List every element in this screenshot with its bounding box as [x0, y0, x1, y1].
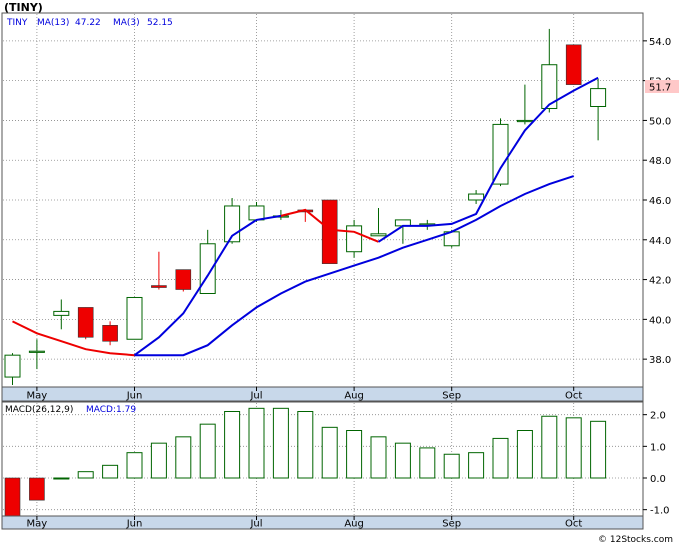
ma3-line-blue-late — [377, 76, 599, 243]
ticker-label: TINY — [6, 18, 28, 28]
macd-bar-positive — [199, 423, 216, 479]
price-x-tick-label: Jun — [126, 391, 143, 402]
ma-long-value: 47.22 — [75, 18, 101, 28]
ma13-line — [134, 175, 575, 357]
candle-body-down — [321, 199, 338, 264]
price-y-tick-label: 50.0 — [649, 116, 671, 127]
macd-x-tick-label: Aug — [344, 519, 364, 530]
ma-short-label: MA(3) — [113, 18, 140, 28]
watermark: © 12Stocks.com — [598, 535, 673, 545]
price-x-axis: May Jun Jul Aug Sep Oct — [27, 387, 582, 402]
macd-bar-positive — [394, 442, 411, 479]
candle-body-up — [468, 193, 485, 201]
macd-bar-positive — [126, 452, 143, 479]
macd-bar-positive — [590, 420, 607, 479]
price-x-tick-label: May — [27, 391, 48, 402]
ma3-line-blue — [133, 214, 282, 357]
price-y-tick-label: 54.0 — [649, 37, 671, 48]
candle-body-up — [53, 310, 70, 316]
macd-y-tick-label: 0.0 — [650, 474, 666, 485]
macd-bar-positive — [443, 453, 460, 479]
candle-body-up — [126, 296, 143, 340]
macd-bar-negative — [29, 477, 45, 501]
macd-bar-positive — [468, 452, 485, 479]
ma-short-value: 52.15 — [147, 18, 173, 28]
macd-bar-positive — [272, 407, 289, 479]
macd-bar-positive — [419, 447, 436, 479]
macd-bar-positive — [516, 430, 533, 479]
candle-body-up — [4, 354, 21, 378]
candle-body-down — [175, 269, 192, 290]
macd-bar-positive — [224, 411, 241, 479]
macd-bar-positive — [150, 442, 167, 479]
macd-bar-positive — [321, 426, 338, 479]
macd-x-axis: May Jun Jul Aug Sep Oct — [27, 516, 582, 530]
candle-body-up — [346, 225, 363, 253]
price-y-tick-label: 40.0 — [649, 315, 671, 326]
candle-body-down — [102, 325, 118, 342]
macd-bar-positive — [53, 477, 70, 480]
macd-x-tick-label: Jun — [126, 519, 143, 530]
candle-body-up — [492, 123, 509, 185]
price-y-tick-label: 48.0 — [649, 156, 671, 167]
chart-title: (TINY) — [4, 1, 43, 14]
macd-bar-negative — [4, 477, 21, 517]
macd-bar-positive — [102, 464, 119, 479]
macd-date-axis-bar — [1, 515, 644, 530]
macd-x-tick-label: Sep — [442, 519, 461, 530]
macd-bars — [4, 407, 607, 517]
candle-body-up — [370, 233, 387, 237]
price-date-axis-bar — [1, 386, 644, 402]
macd-y-tick-label: -1.0 — [650, 506, 670, 517]
price-y-tick-label: 42.0 — [649, 276, 671, 287]
candle-body-down — [77, 307, 94, 338]
macd-bar-positive — [565, 417, 582, 479]
macd-value-label: MACD:1.79 — [86, 405, 136, 415]
last-price-label: 51.7 — [649, 83, 671, 94]
macd-bar-positive — [77, 471, 94, 479]
price-ma-lines — [12, 76, 599, 357]
price-y-tick-label: 38.0 — [649, 355, 671, 366]
macd-y-tick-label: 2.0 — [650, 411, 666, 422]
macd-bar-positive — [297, 411, 314, 479]
macd-bar-positive — [492, 437, 509, 479]
macd-label: MACD(26,12,9) — [5, 405, 73, 415]
candle-body-up — [516, 119, 533, 123]
price-y-tick-label: 44.0 — [649, 236, 671, 247]
last-price-marker — [645, 80, 679, 93]
macd-x-tick-label: Oct — [565, 519, 582, 530]
candle-body-up — [28, 350, 45, 353]
price-y-tick-label: 46.0 — [649, 196, 671, 207]
macd-bar-positive — [370, 436, 387, 479]
candle-body-up — [590, 88, 607, 107]
price-x-tick-label: Jul — [249, 391, 262, 402]
candle-body-up — [541, 64, 558, 109]
ma-long-label: MA(13) — [37, 18, 69, 28]
macd-bar-positive — [346, 430, 363, 479]
price-x-tick-label: Aug — [344, 391, 364, 402]
macd-bar-positive — [248, 407, 265, 479]
macd-y-tick-label: 1.0 — [650, 442, 666, 453]
candle-body-down — [565, 44, 582, 85]
price-grid — [3, 14, 643, 387]
macd-x-tick-label: May — [27, 519, 48, 530]
price-x-tick-label: Sep — [442, 391, 461, 402]
macd-y-axis: -1.0 0.0 1.0 2.0 — [643, 411, 670, 517]
macd-bar-positive — [175, 436, 192, 479]
candle-body-down — [151, 285, 167, 288]
candle-body-up — [248, 205, 265, 221]
ma3-line-red — [12, 320, 135, 357]
ma3-line-red-mid — [280, 208, 379, 243]
macd-x-tick-label: Jul — [249, 519, 262, 530]
macd-bar-positive — [541, 415, 558, 479]
price-x-tick-label: Oct — [565, 391, 582, 402]
